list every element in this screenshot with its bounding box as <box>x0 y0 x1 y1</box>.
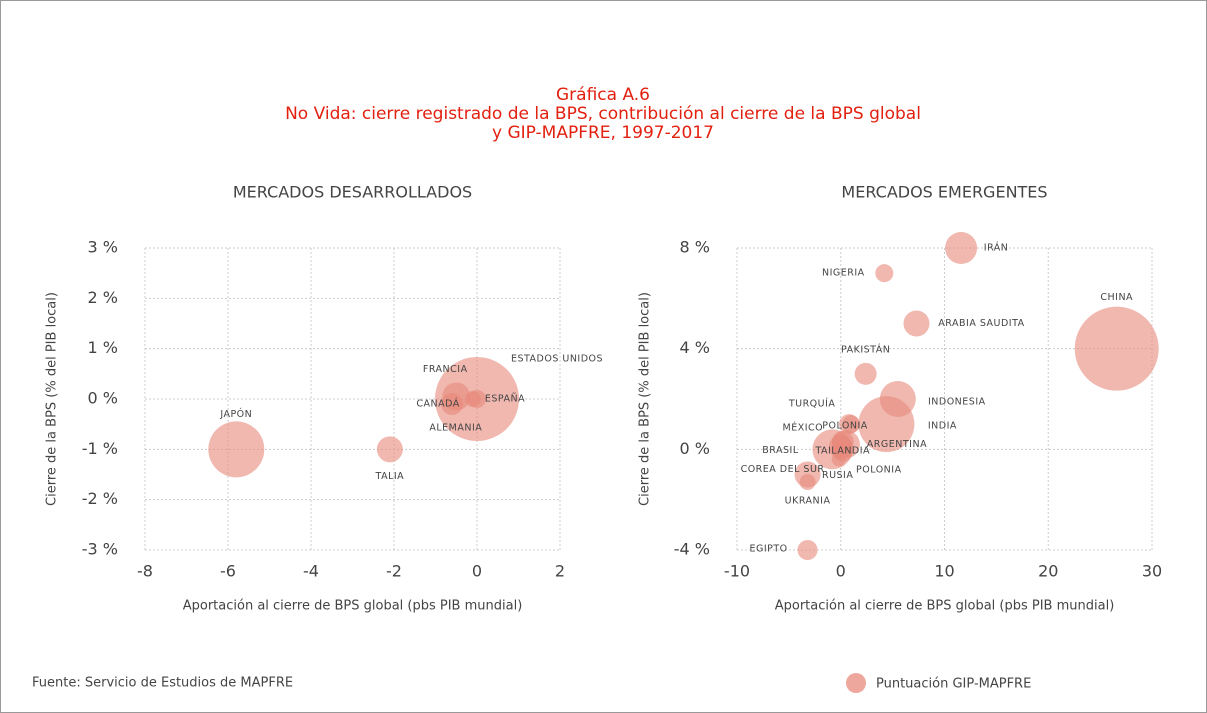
point-label: RUSIA <box>822 470 853 481</box>
bubble <box>945 232 978 264</box>
y-tick-label: 0 % <box>680 439 710 458</box>
bubble <box>797 540 818 560</box>
x-axis-label: Aportación al cierre de BPS global (pbs … <box>183 599 523 614</box>
y-tick-label: 1 % <box>88 338 118 357</box>
point-label: BRASIL <box>762 445 799 456</box>
y-tick-label: -3 % <box>82 540 118 559</box>
x-tick-label: -2 <box>386 562 402 581</box>
bubble <box>376 436 403 463</box>
x-tick-label: 30 <box>1142 562 1162 581</box>
legend-label: Puntuación GIP-MAPFRE <box>876 677 1031 692</box>
point-label: COREA DEL SUR <box>741 464 825 475</box>
bubble <box>208 421 265 478</box>
bubble <box>832 441 853 462</box>
point-label: ALEMANIA <box>429 423 482 434</box>
point-label: ESPAÑA <box>485 394 525 405</box>
y-tick-label: -1 % <box>82 439 118 458</box>
x-tick-label: 2 <box>555 562 565 581</box>
x-tick-label: 0 <box>836 562 846 581</box>
y-tick-label: 2 % <box>88 288 118 307</box>
point-label: IRÁN <box>984 242 1009 254</box>
point-label: INDIA <box>928 421 957 432</box>
bubble <box>854 362 877 385</box>
point-label: ARGENTINA <box>867 439 927 450</box>
x-tick-label: -8 <box>137 562 153 581</box>
bubble <box>441 393 464 416</box>
x-axis-label: Aportación al cierre de BPS global (pbs … <box>775 599 1115 614</box>
point-label: TALIA <box>375 471 405 482</box>
y-tick-label: -4 % <box>674 540 710 559</box>
y-tick-label: 3 % <box>88 238 118 257</box>
bubble <box>839 414 860 435</box>
x-tick-label: -4 <box>303 562 319 581</box>
point-label: ESTADOS UNIDOS <box>511 354 603 365</box>
point-label: JAPÓN <box>219 408 252 420</box>
point-label: NIGERIA <box>822 268 865 279</box>
chart-subtitle: MERCADOS DESARROLLADOS <box>233 183 472 202</box>
point-label: POLONIA <box>822 421 868 432</box>
x-tick-label: -10 <box>724 562 750 581</box>
chart-subtitle: MERCADOS EMERGENTES <box>841 183 1047 202</box>
bubble <box>1074 306 1159 391</box>
y-axis-label: Cierre de la BPS (% del PIB local) <box>45 292 60 506</box>
bubble <box>799 474 816 491</box>
y-tick-label: 8 % <box>680 238 710 257</box>
bubble <box>875 264 894 283</box>
bubble <box>858 396 915 453</box>
point-label: MÉXICO <box>783 421 824 433</box>
bubble <box>464 391 481 407</box>
point-label: UKRANIA <box>785 496 831 507</box>
point-label: INDONESIA <box>928 397 986 408</box>
title: No Vida: cierre registrado de la BPS, co… <box>285 104 921 124</box>
point-label: CANADÁ <box>416 398 459 410</box>
y-axis-label: Cierre de la BPS (% del PIB local) <box>638 292 653 506</box>
x-tick-label: -6 <box>220 562 236 581</box>
bubble <box>903 310 930 337</box>
x-tick-label: 0 <box>472 562 482 581</box>
point-label: PAKISTÁN <box>841 343 890 355</box>
y-tick-label: 0 % <box>88 389 118 408</box>
point-label: EGIPTO <box>749 544 787 555</box>
point-label: FRANCIA <box>423 364 468 375</box>
point-label: TAILANDIA <box>814 445 870 456</box>
y-tick-label: 4 % <box>680 338 710 357</box>
title: y GIP-MAPFRE, 1997-2017 <box>492 123 714 143</box>
legend-marker <box>846 673 866 693</box>
point-label: POLONIA <box>856 464 902 475</box>
point-label: CHINA <box>1100 292 1133 303</box>
source: Fuente: Servicio de Estudios de MAPFRE <box>32 676 293 691</box>
x-tick-label: 20 <box>1038 562 1058 581</box>
x-tick-label: 10 <box>934 562 954 581</box>
point-label: TURQUÍA <box>788 398 836 410</box>
title: Gráfica A.6 <box>556 85 650 105</box>
y-tick-label: -2 % <box>82 489 118 508</box>
point-label: ARABIA SAUDITA <box>938 318 1024 329</box>
